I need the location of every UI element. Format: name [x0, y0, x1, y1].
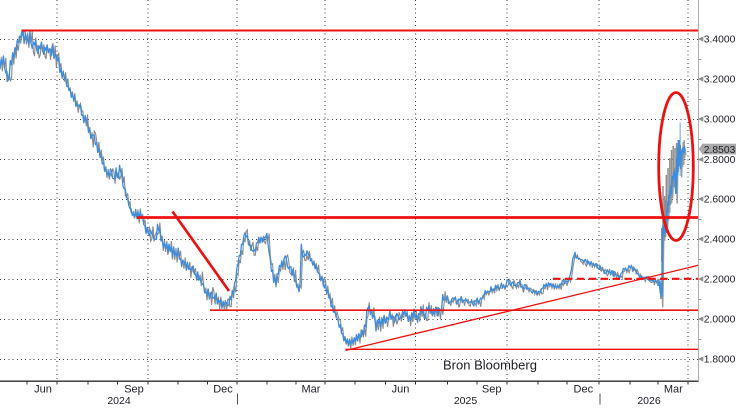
svg-text:Dec: Dec	[213, 384, 233, 396]
svg-text:2.0000: 2.0000	[704, 315, 736, 326]
svg-text:Jun: Jun	[392, 384, 410, 396]
svg-text:Mar: Mar	[664, 384, 683, 396]
svg-text:2.8000: 2.8000	[704, 155, 736, 166]
svg-text:Mar: Mar	[302, 384, 321, 396]
svg-text:2024: 2024	[107, 395, 131, 406]
svg-text:Jun: Jun	[34, 384, 52, 396]
svg-text:2025: 2025	[454, 395, 478, 406]
svg-text:3.4000: 3.4000	[704, 35, 736, 46]
svg-text:Sep: Sep	[124, 384, 144, 396]
svg-text:3.2000: 3.2000	[704, 75, 736, 86]
svg-text:2.4000: 2.4000	[704, 235, 736, 246]
svg-text:2.6000: 2.6000	[704, 195, 736, 206]
svg-text:2026: 2026	[637, 395, 661, 406]
svg-text:Sep: Sep	[482, 384, 502, 396]
svg-text:Bron Bloomberg: Bron Bloomberg	[443, 357, 537, 372]
svg-text:3.0000: 3.0000	[704, 115, 736, 126]
svg-text:2.2000: 2.2000	[704, 275, 736, 286]
svg-text:1.8000: 1.8000	[704, 355, 736, 366]
svg-text:2.8503: 2.8503	[704, 145, 736, 156]
svg-text:Dec: Dec	[574, 384, 594, 396]
